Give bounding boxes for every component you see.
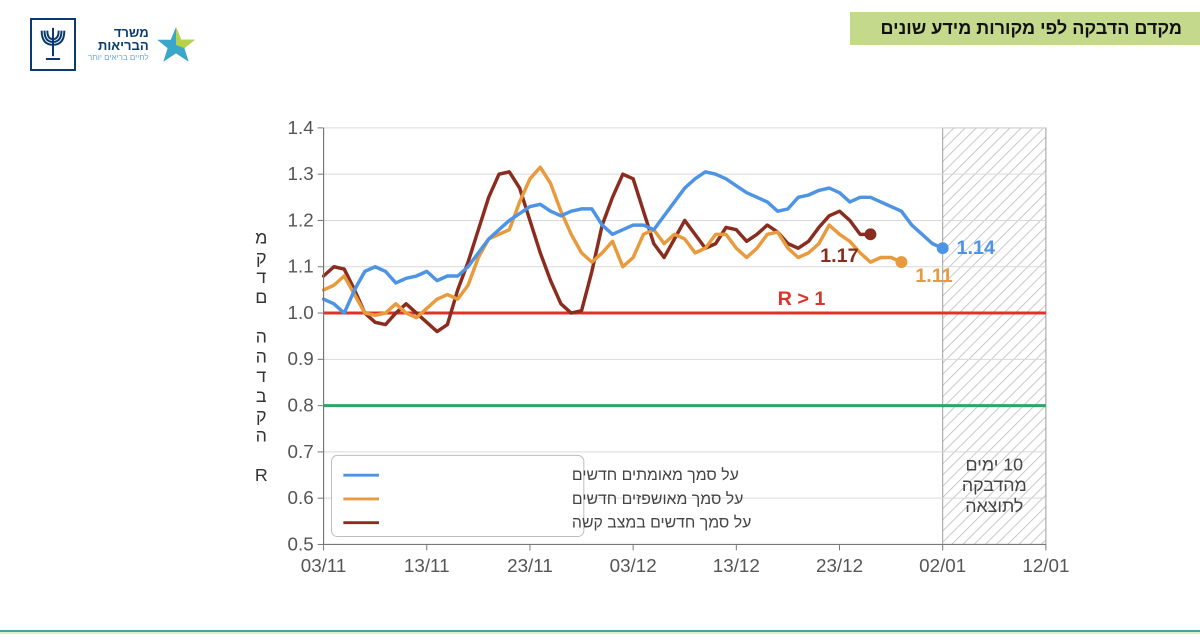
ytick-label: 1.2 [288,209,314,230]
legend [331,455,583,536]
xtick-label: 03/11 [301,555,347,576]
logo-line2: הבריאות [88,39,149,52]
legend-label: על סמך מאושפזים חדשים [572,491,743,508]
ytick-label: 0.7 [288,441,314,462]
end-marker-hospitalized [895,256,907,268]
xtick-label: 13/11 [404,555,450,576]
ytick-label: 1.3 [288,163,314,184]
end-marker-severe [865,228,877,240]
xtick-label: 13/12 [713,555,760,576]
ytick-label: 1.0 [288,302,314,323]
legend-label: על סמך חדשים במצב קשה [572,515,751,532]
ministry-of-health-logo: משרד הבריאות לחיים בריאים יותר [88,24,197,66]
legend-label: על סמך מאומתים חדשים [572,467,739,484]
menorah-icon [36,22,70,62]
end-value-hospitalized: 1.11 [915,265,952,287]
logo-text: משרד הבריאות לחיים בריאים יותר [88,26,149,63]
projection-label: לתוצאה [965,496,1023,516]
r-threshold-label: R > 1 [778,288,826,310]
ytick-label: 0.8 [288,395,314,416]
health-star-icon [155,24,197,66]
projection-label: מהדבקה [962,475,1027,495]
header-logos: משרד הבריאות לחיים בריאים יותר [30,18,197,71]
ytick-label: 1.1 [288,256,314,277]
xtick-label: 23/12 [816,555,863,576]
projection-label: 10 ימים [966,454,1024,474]
xtick-label: 12/01 [1022,555,1069,576]
ytick-label: 1.4 [288,117,314,138]
r-chart: 0.5 0.6 0.7 0.8 0.9 1.0 1.1 1.2 1.3 1.4 03/11 13/11… [265,118,1055,588]
ytick-label: 0.5 [288,533,314,554]
page-title: מקדם הדבקה לפי מקורות מידע שונים [850,12,1200,45]
xtick-label: 23/11 [507,555,553,576]
xtick-label: 03/12 [610,555,657,576]
end-value-severe: 1.17 [820,245,858,267]
ytick-label: 0.6 [288,487,314,508]
end-marker-confirmed [937,242,949,254]
footer-divider [0,630,1200,634]
logo-line1: משרד [88,26,149,39]
state-emblem [30,18,76,71]
chart-svg: 0.5 0.6 0.7 0.8 0.9 1.0 1.1 1.2 1.3 1.4 03/11 13/11… [265,118,1055,588]
logo-tagline: לחיים בריאים יותר [88,52,149,63]
ytick-label: 0.9 [288,348,314,369]
y-axis-title: מקדם ההדבקה R [255,228,268,485]
end-value-confirmed: 1.14 [957,237,995,259]
xtick-label: 02/01 [919,555,966,576]
